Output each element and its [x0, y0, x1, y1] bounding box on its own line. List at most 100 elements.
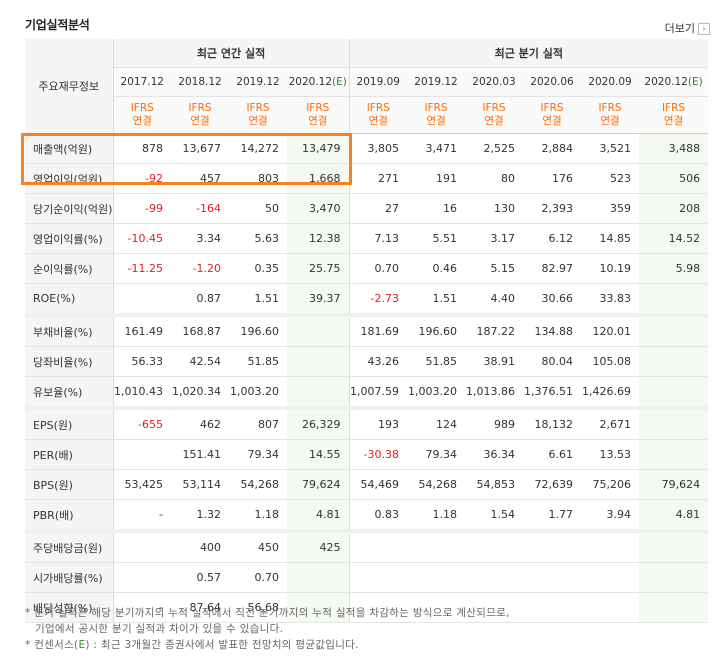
table-cell: 43.26 — [349, 346, 408, 377]
estimate-marker: (E) — [687, 76, 703, 88]
table-row: BPS(원) 53,425 53,114 54,268 79,624 54,469 54,2… — [25, 469, 709, 500]
table-cell: 0.35 — [229, 253, 287, 284]
table-cell: -2.73 — [349, 283, 408, 316]
period-header: 2020.12(E) — [639, 67, 709, 97]
table-cell: 54,268 — [229, 469, 287, 500]
table-cell — [523, 562, 582, 593]
period-header: 2018.12 — [171, 67, 229, 97]
highlight-box — [21, 133, 352, 185]
table-cell: 2,525 — [465, 133, 524, 164]
table-cell: 3,471 — [407, 133, 466, 164]
table-cell: 1,020.34 — [171, 376, 229, 409]
table-cell: 1.18 — [407, 499, 466, 532]
table-cell: 51.85 — [407, 346, 466, 377]
table-cell: 75,206 — [581, 469, 640, 500]
row-label: 순이익률(%) — [25, 253, 114, 284]
row-label: 주당배당금(원) — [25, 529, 114, 563]
table-cell: 1.77 — [523, 499, 582, 532]
table-cell: 3,488 — [639, 133, 709, 164]
ifrs-label: IFRS — [366, 102, 390, 114]
table-row: 당기순이익(억원) -99 -164 50 3,470 27 16 130 2,393 359 20… — [25, 193, 709, 224]
note-3-suffix: ) : 최근 3개월간 증권사에서 발표한 전망치의 평균값입니다. — [85, 639, 359, 651]
table-cell: 523 — [581, 163, 640, 194]
ifrs-label: IFRS — [598, 102, 622, 114]
table-cell: 193 — [349, 406, 408, 440]
table-cell: 191 — [407, 163, 466, 194]
table-cell: 878 — [113, 133, 171, 164]
table-cell: 1.54 — [465, 499, 524, 532]
table-cell: 425 — [287, 529, 350, 563]
table-cell — [639, 313, 709, 347]
table-cell: 803 — [229, 163, 287, 194]
table-cell: 181.69 — [349, 313, 408, 347]
ifrs-badge: IFRS 연결 — [287, 96, 350, 134]
ifrs-label: IFRS — [306, 102, 330, 114]
table-row: 배당성향(%) -87.64 56.68 — [25, 592, 709, 623]
financial-table: 주요재무정보 최근 연간 실적 최근 분기 실적 2017.12 2018.12 2… — [25, 39, 709, 623]
table-cell: 187.22 — [465, 313, 524, 347]
table-cell — [287, 592, 350, 623]
table-cell: 2,884 — [523, 133, 582, 164]
table-cell: 36.34 — [465, 439, 524, 470]
table-row: 영업이익률(%) -10.45 3.34 5.63 12.38 7.13 5.51 3.17 6… — [25, 223, 709, 254]
table-cell: 105.08 — [581, 346, 640, 377]
period-header: 2020.12(E) — [287, 67, 350, 97]
row-label: 당좌비율(%) — [25, 346, 114, 377]
table-cell: 400 — [171, 529, 229, 563]
table-cell — [581, 562, 640, 593]
table-cell: -11.25 — [113, 253, 171, 284]
table-cell: 989 — [465, 406, 524, 440]
table-cell: 14.52 — [639, 223, 709, 254]
row-label: 부채비율(%) — [25, 313, 114, 347]
table-row: 순이익률(%) -11.25 -1.20 0.35 25.75 0.70 0.46 5.15 8… — [25, 253, 709, 284]
table-cell: 359 — [581, 193, 640, 224]
note-3-e: E — [78, 639, 86, 651]
table-cell: 10.19 — [581, 253, 640, 284]
table-cell: 79,624 — [287, 469, 350, 500]
row-label: ROE(%) — [25, 283, 114, 316]
table-cell — [581, 529, 640, 563]
ifrs-badge: IFRS 연결 — [581, 96, 640, 134]
period-header: 2019.12 — [229, 67, 287, 97]
table-cell — [639, 346, 709, 377]
table-cell: -99 — [113, 193, 171, 224]
table-cell: 33.83 — [581, 283, 640, 316]
table-cell: 80.04 — [523, 346, 582, 377]
row-label: 당기순이익(억원) — [25, 193, 114, 224]
table-cell: 51.85 — [229, 346, 287, 377]
table-row: PBR(배) -1.32 1.18 4.81 0.83 1.18 1.54 1.77 3.94 4… — [25, 499, 709, 532]
note-1: * 분기 실적은 해당 분기까지의 누적 실적에서 직전 분기까지의 누적 실적… — [25, 607, 510, 619]
table-cell: - — [113, 499, 171, 532]
table-cell — [407, 562, 466, 593]
table-cell: 54,469 — [349, 469, 408, 500]
table-cell — [287, 346, 350, 377]
table-cell — [639, 283, 709, 316]
table-cell — [407, 592, 466, 623]
ifrs-badge: IFRS 연결 — [523, 96, 582, 134]
consolidated-label: 연결 — [132, 115, 152, 127]
table-cell: 14.55 — [287, 439, 350, 470]
period-header: 2020.03 — [465, 67, 524, 97]
table-cell: 2,671 — [581, 406, 640, 440]
ifrs-badge: IFRS 연결 — [229, 96, 287, 134]
more-link[interactable]: 더보기 › — [665, 20, 710, 36]
row-label: 매출액(억원) — [25, 133, 114, 164]
table-cell — [113, 439, 171, 470]
row-label: BPS(원) — [25, 469, 114, 500]
ifrs-badge: IFRS 연결 — [465, 96, 524, 134]
ifrs-label: IFRS — [482, 102, 506, 114]
table-cell: - — [113, 592, 171, 623]
table-cell: 3.34 — [171, 223, 229, 254]
note-2: 기업에서 공시한 분기 실적과 차이가 있을 수 있습니다. — [35, 623, 284, 635]
row-label: 시가배당률(%) — [25, 562, 114, 593]
more-label: 더보기 — [664, 22, 695, 35]
table-cell: 6.61 — [523, 439, 582, 470]
table-cell: 80 — [465, 163, 524, 194]
table-cell: -30.38 — [349, 439, 408, 470]
table-cell: 1.32 — [171, 499, 229, 532]
table-cell: 168.87 — [171, 313, 229, 347]
table-cell — [639, 592, 709, 623]
ifrs-label: IFRS — [662, 102, 686, 114]
table-cell: 2,393 — [523, 193, 582, 224]
table-cell: 3,521 — [581, 133, 640, 164]
